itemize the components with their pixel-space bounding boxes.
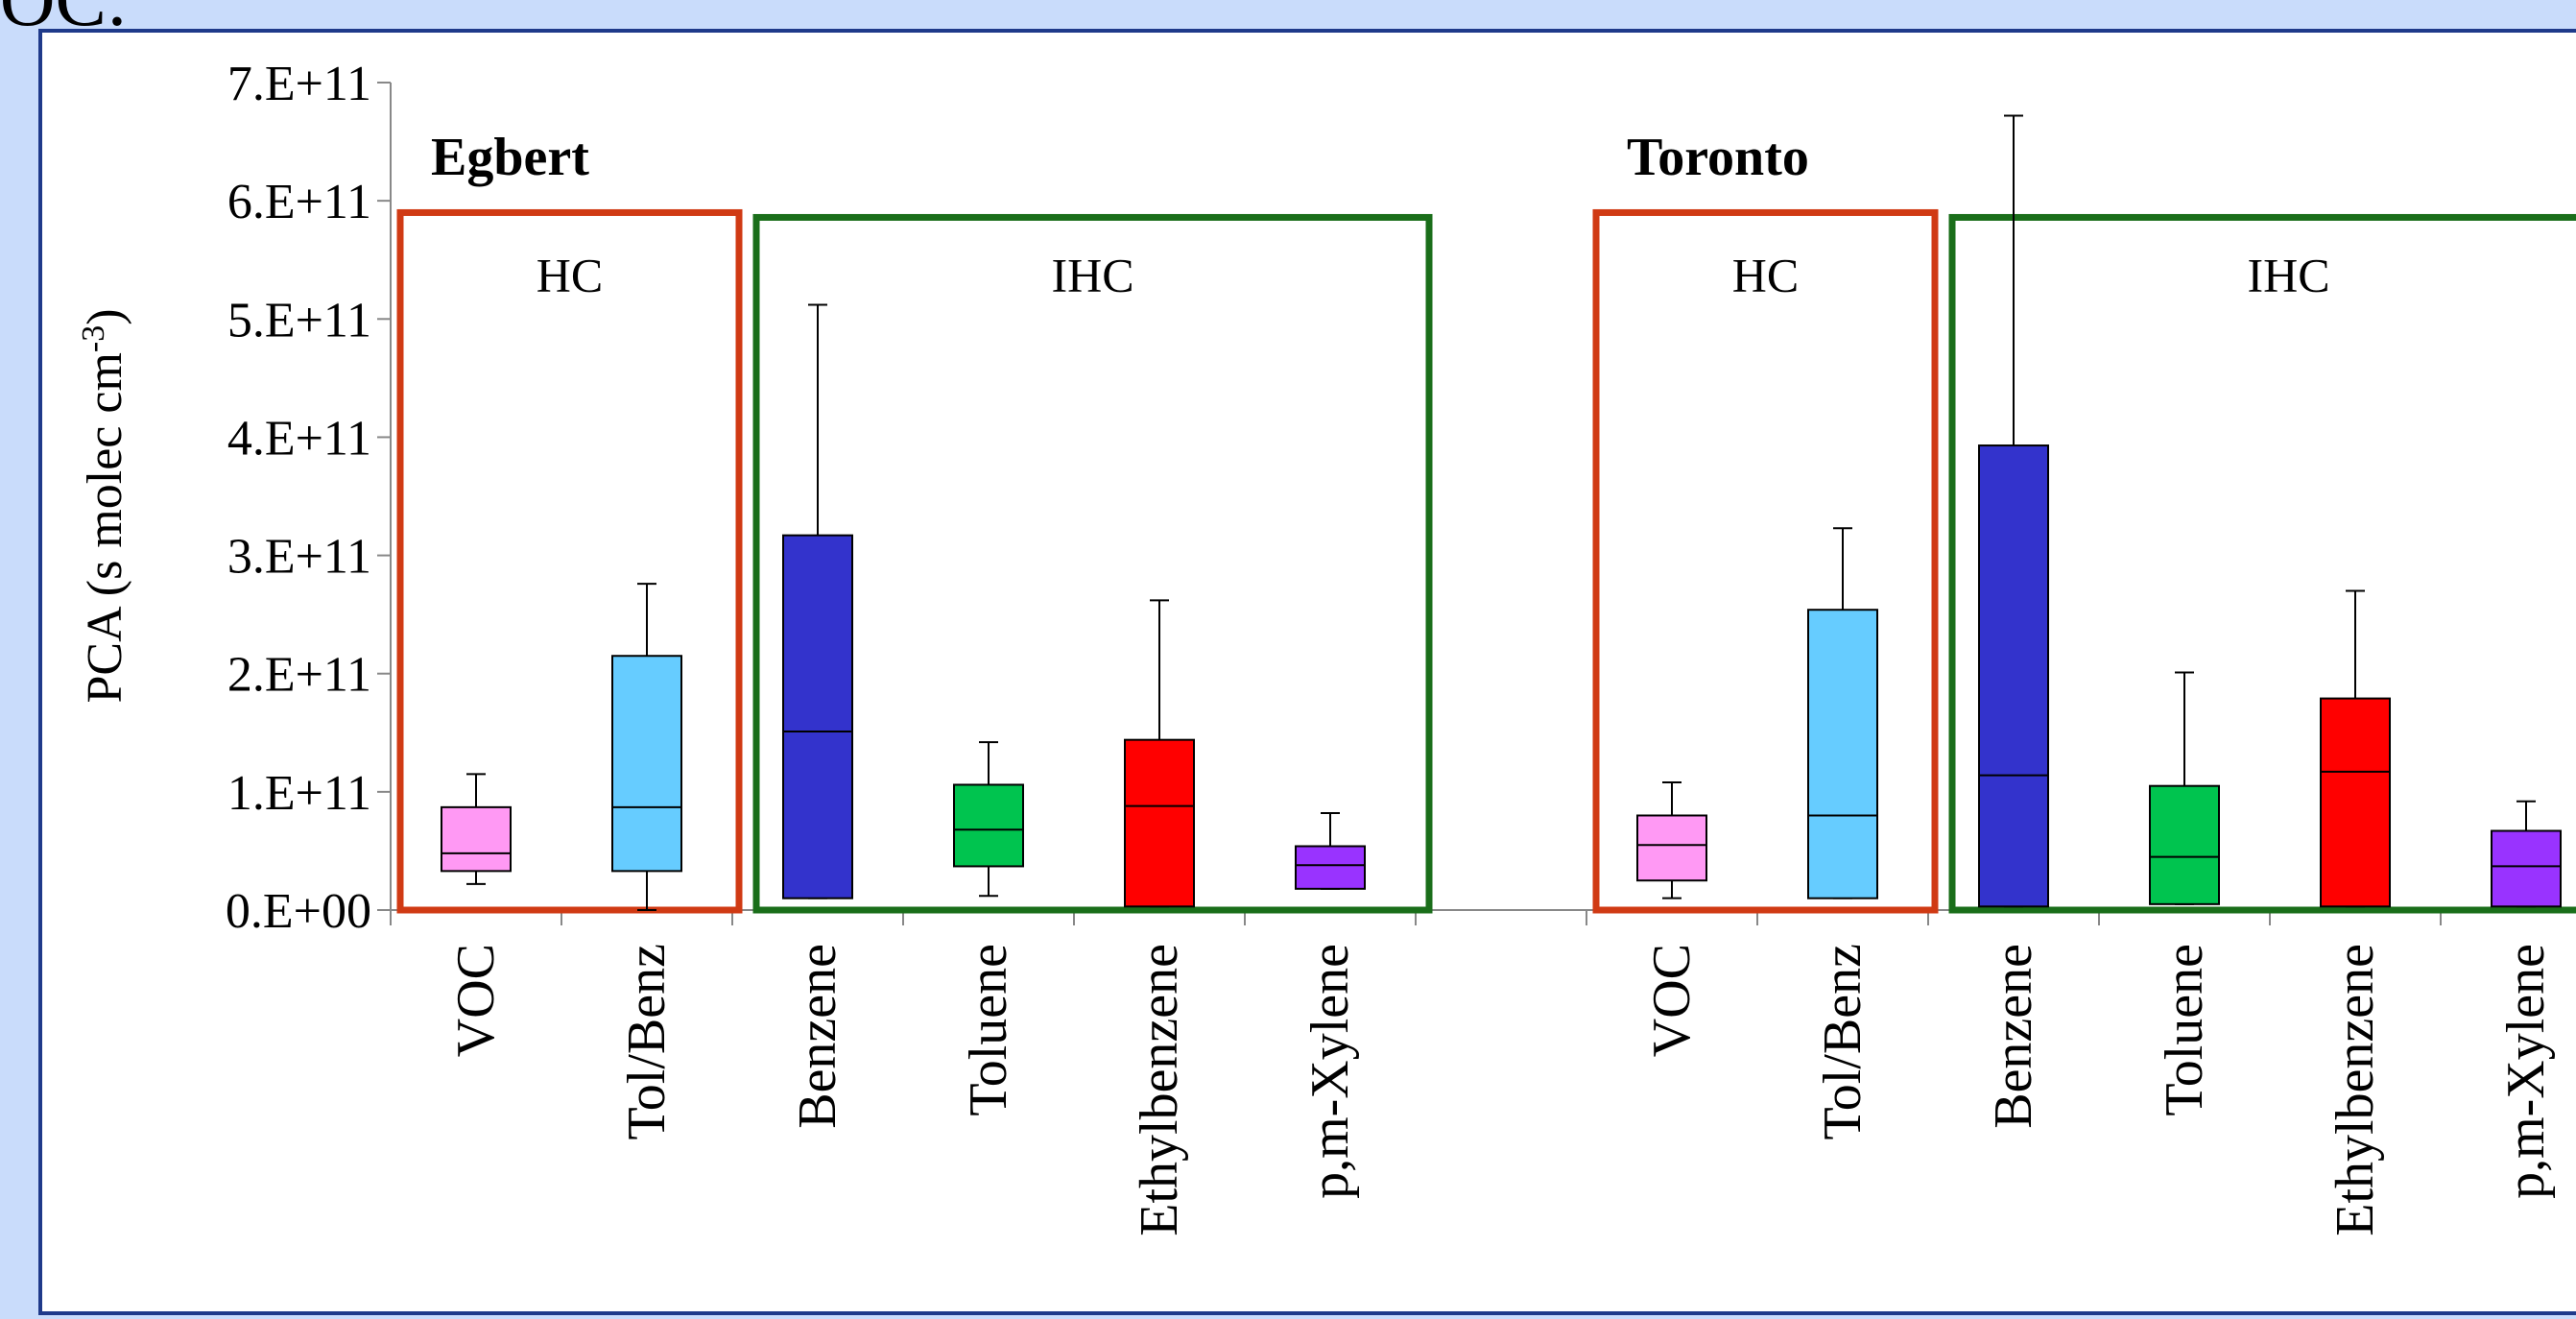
box-plot-chart: 0.E+00 1.E+11 2.E+11 3.E+11 4.E+11 5.E+11 6.E+… bbox=[76, 57, 2576, 1236]
box-benzene bbox=[782, 534, 853, 899]
hc-frame bbox=[1592, 208, 1939, 914]
y-tick-label: 2.E+11 bbox=[227, 648, 371, 703]
box-tol-benz bbox=[611, 655, 682, 873]
site-label: Toronto bbox=[1627, 128, 1809, 187]
ihc-frame bbox=[1948, 213, 2576, 914]
x-tick-label: Ethylbenzene bbox=[2326, 944, 2385, 1236]
x-tick-label: Ethylbenzene bbox=[1130, 944, 1189, 1236]
x-tick-label: Tol/Benz bbox=[617, 944, 677, 1139]
y-axis-title: PCA (s molec cm-3) bbox=[76, 308, 132, 703]
chart-panel: 0.E+00 1.E+11 2.E+11 3.E+11 4.E+11 5.E+11 6.E+… bbox=[38, 29, 2576, 1315]
box-voc bbox=[441, 805, 512, 873]
x-tick-label: Benzene bbox=[1984, 944, 2043, 1129]
x-tick-label: Tol/Benz bbox=[1813, 944, 1872, 1139]
box-benzene bbox=[1978, 444, 2049, 908]
y-tick-label: 3.E+11 bbox=[227, 530, 371, 585]
x-tick-label: VOC bbox=[1642, 944, 1702, 1057]
y-tick-label: 1.E+11 bbox=[227, 766, 371, 821]
y-tick-label: 0.E+00 bbox=[226, 884, 371, 939]
x-tick-label: Benzene bbox=[788, 944, 847, 1129]
box-toluene bbox=[953, 783, 1024, 868]
ihc-label: IHC bbox=[2247, 248, 2329, 301]
x-tick-label: Toluene bbox=[959, 944, 1018, 1116]
x-tick-label: p,m-Xylene bbox=[1300, 944, 1360, 1199]
hc-frame bbox=[396, 208, 743, 914]
box-ethylbenzene bbox=[1124, 738, 1195, 908]
ihc-label: IHC bbox=[1051, 248, 1133, 301]
y-tick-label: 7.E+11 bbox=[227, 57, 371, 111]
site-label: Egbert bbox=[431, 128, 589, 187]
y-tick-label: 5.E+11 bbox=[227, 293, 371, 348]
y-tick-label: 4.E+11 bbox=[227, 411, 371, 466]
x-tick-label: p,m-Xylene bbox=[2496, 944, 2556, 1199]
y-tick-label: 6.E+11 bbox=[227, 175, 371, 229]
box-p-m-xylene bbox=[2491, 829, 2562, 908]
box-ethylbenzene bbox=[2320, 697, 2391, 908]
ihc-frame bbox=[752, 213, 1433, 914]
x-tick-label: Toluene bbox=[2155, 944, 2214, 1116]
hc-label: HC bbox=[537, 248, 603, 301]
box-tol-benz bbox=[1807, 609, 1878, 899]
box-voc bbox=[1636, 814, 1707, 882]
box-p-m-xylene bbox=[1295, 845, 1366, 890]
box-toluene bbox=[2149, 784, 2220, 905]
hc-label: HC bbox=[1732, 248, 1799, 301]
x-tick-label: VOC bbox=[446, 944, 506, 1057]
